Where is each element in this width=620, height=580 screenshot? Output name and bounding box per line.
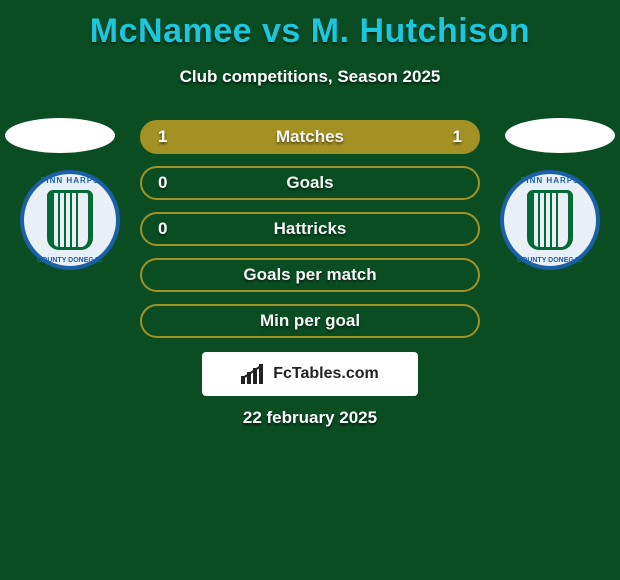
stat-left-value: 0 — [158, 219, 167, 239]
badge-text-bottom: COUNTY DONEGAL — [504, 257, 596, 264]
stat-label: Min per goal — [260, 311, 360, 331]
stat-label: Goals — [286, 173, 333, 193]
footer-date: 22 february 2025 — [0, 408, 620, 428]
stat-left-value: 1 — [158, 127, 167, 147]
stat-label: Goals per match — [243, 265, 376, 285]
stat-label: Hattricks — [274, 219, 347, 239]
club-badge-left: FINN HARPS COUNTY DONEGAL — [20, 170, 120, 270]
stat-left-value: 0 — [158, 173, 167, 193]
stat-label: Matches — [276, 127, 344, 147]
brand-text: FcTables.com — [273, 365, 379, 383]
chart-icon — [241, 364, 267, 384]
harp-icon — [527, 190, 573, 250]
stat-row-goals: 0 Goals — [140, 166, 480, 200]
club-badge-right: FINN HARPS COUNTY DONEGAL — [500, 170, 600, 270]
stat-row-matches: 1 Matches 1 — [140, 120, 480, 154]
stat-row-mpg: Min per goal — [140, 304, 480, 338]
stat-row-gpm: Goals per match — [140, 258, 480, 292]
badge-text-top: FINN HARPS — [24, 176, 116, 185]
brand-logo: FcTables.com — [202, 352, 418, 396]
harp-icon — [47, 190, 93, 250]
stat-right-value: 1 — [453, 127, 462, 147]
avatar-right — [505, 118, 615, 153]
badge-text-top: FINN HARPS — [504, 176, 596, 185]
avatar-left — [5, 118, 115, 153]
badge-text-bottom: COUNTY DONEGAL — [24, 257, 116, 264]
stat-row-hattricks: 0 Hattricks — [140, 212, 480, 246]
page-title: McNamee vs M. Hutchison — [0, 0, 620, 51]
stats-container: 1 Matches 1 0 Goals 0 Hattricks Goals pe… — [140, 120, 480, 350]
page-subtitle: Club competitions, Season 2025 — [0, 67, 620, 87]
